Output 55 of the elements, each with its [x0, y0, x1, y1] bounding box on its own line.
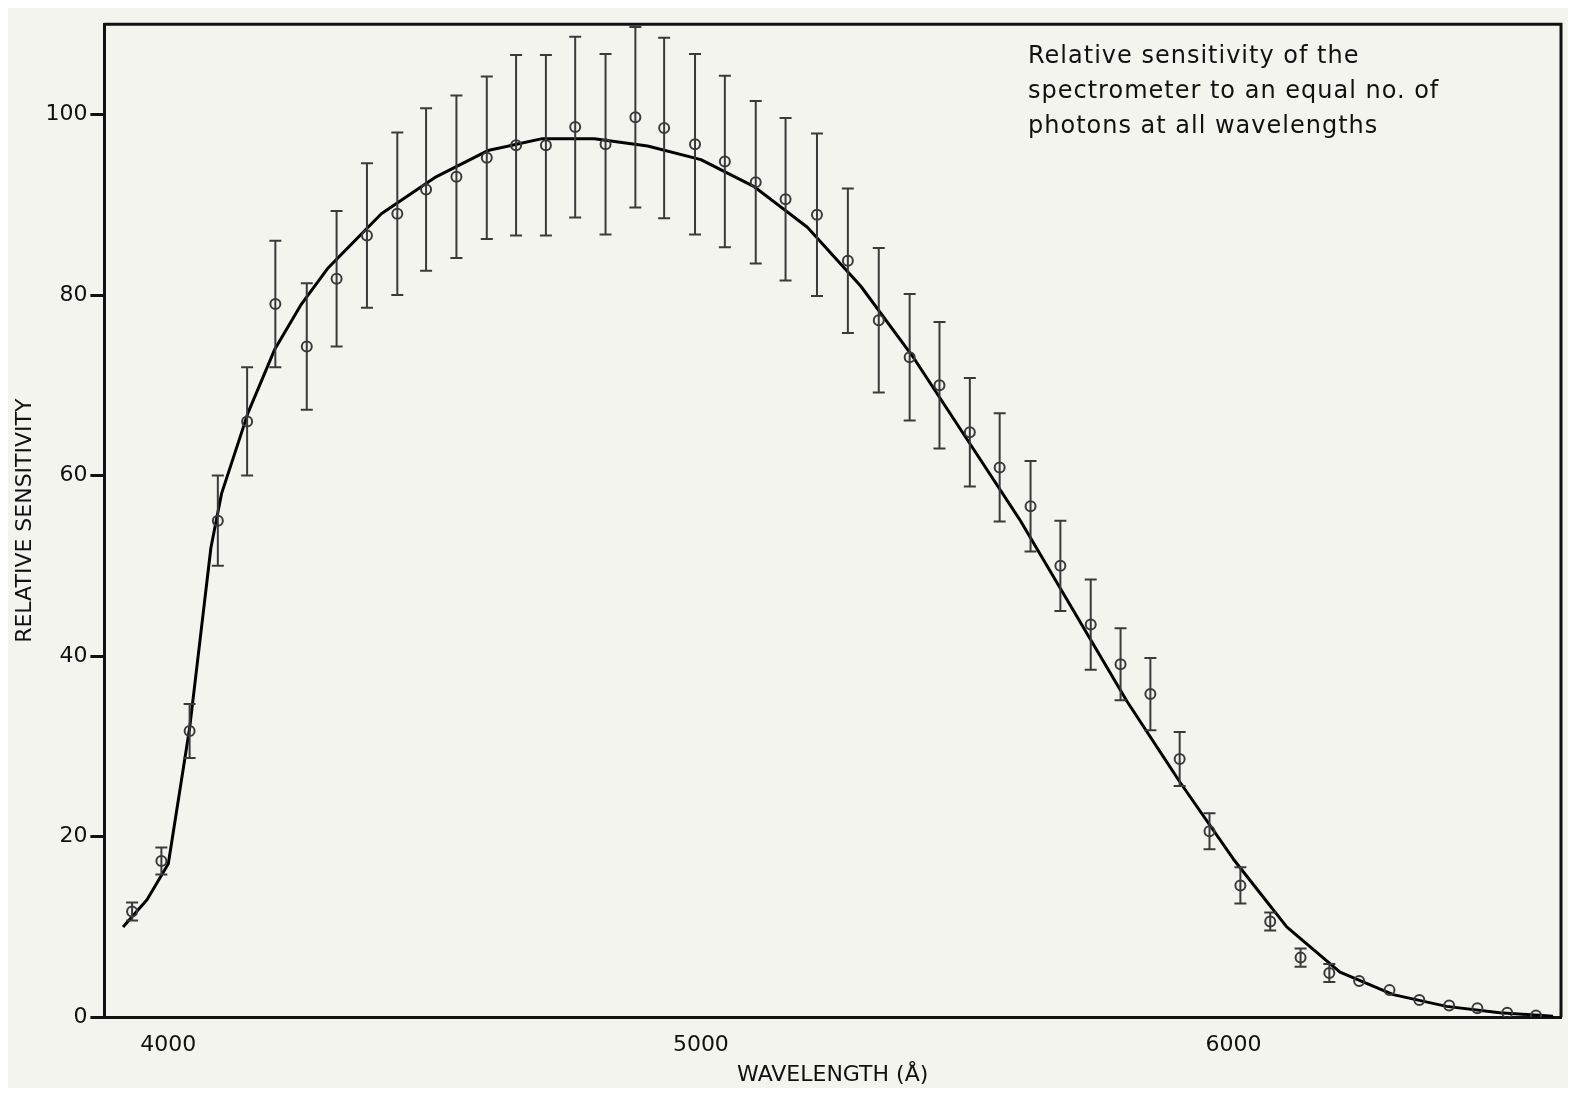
point: [269, 298, 282, 311]
point: [599, 138, 612, 151]
point: [1144, 688, 1157, 701]
point: [872, 314, 885, 327]
x-tick-label: 4000: [140, 1031, 197, 1057]
point: [1471, 1002, 1484, 1015]
point: [450, 170, 463, 183]
point: [841, 254, 854, 267]
point: [1173, 753, 1186, 766]
point: [1501, 1006, 1514, 1018]
point: [300, 340, 313, 353]
point: [749, 176, 762, 189]
point: [993, 461, 1006, 474]
point: [1413, 994, 1426, 1007]
point: [1353, 975, 1366, 988]
point: [629, 111, 642, 124]
point: [211, 514, 224, 527]
point: [810, 208, 823, 221]
y-tick-label: 80: [59, 280, 88, 306]
y-tick-label: 100: [45, 100, 88, 126]
point: [480, 151, 493, 164]
point: [241, 415, 254, 428]
point: [360, 229, 373, 242]
point: [1383, 984, 1396, 997]
point: [718, 155, 731, 168]
point: [510, 139, 523, 152]
point: [963, 426, 976, 439]
point: [391, 207, 404, 220]
point: [539, 139, 552, 152]
point: [420, 183, 433, 196]
x-tick-label: 6000: [1205, 1031, 1262, 1057]
point: [1203, 825, 1216, 838]
x-axis-title: WAVELENGTH (Å): [737, 1059, 929, 1086]
point: [1234, 879, 1247, 892]
y-tick-label: 20: [59, 822, 88, 848]
annotation: Relative sensitivity of the spectrometer to an equal no. of photons at all wavelengths: [1028, 40, 1441, 141]
point: [779, 193, 792, 206]
point: [933, 379, 946, 392]
point: [183, 725, 196, 738]
point: [1084, 618, 1097, 631]
point: [689, 138, 702, 151]
x-tick-label: 5000: [672, 1031, 729, 1057]
point: [569, 121, 582, 134]
y-tick-label: 40: [59, 641, 88, 667]
point: [330, 272, 343, 285]
y-tick-label: 0: [73, 1002, 88, 1028]
point: [658, 122, 671, 135]
point: [1443, 999, 1456, 1012]
y-tick-label: 60: [59, 461, 88, 487]
point: [1054, 559, 1067, 572]
point: [903, 351, 916, 364]
y-axis-title: RELATIVE SENSITIVITY: [10, 398, 36, 643]
point: [1024, 500, 1037, 513]
point: [155, 855, 168, 868]
point: [1114, 658, 1127, 671]
